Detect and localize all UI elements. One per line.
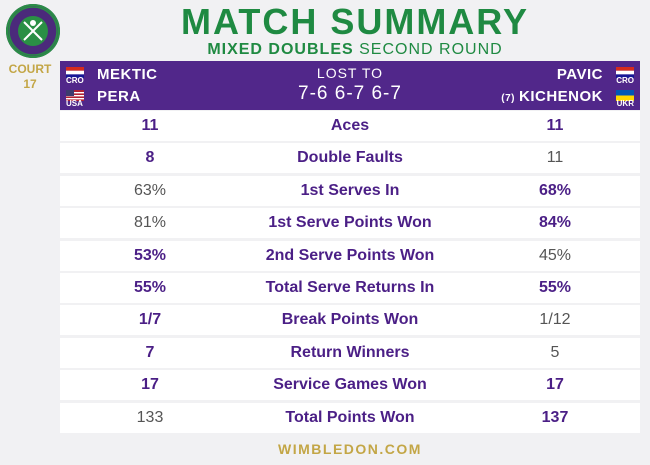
stat-left-value: 17 [141, 376, 159, 394]
stat-right-value: 55% [538, 278, 572, 296]
event-name: MIXED DOUBLES [207, 41, 354, 58]
stat-right-value: 11 [546, 117, 564, 134]
stat-row: 7 Return Winners 5 [60, 337, 640, 368]
page-title: MATCH SUMMARY [181, 1, 529, 42]
stat-left-value: 7 [145, 343, 155, 361]
stat-row: 1/7 Break Points Won 1/12 [60, 305, 640, 336]
right-player-1-country: CRO [616, 76, 634, 85]
stat-left-value: 81% [133, 214, 167, 232]
stat-row: 133 Total Points Won 137 [60, 402, 640, 433]
wimbledon-logo [6, 4, 60, 58]
court-number: 17 [23, 77, 37, 91]
left-player-1-name: MEKTIC [97, 66, 158, 83]
match-score: 7-6 6-7 6-7 [298, 83, 402, 104]
stat-left-value: 8 [145, 149, 155, 167]
stat-left-value: 1/7 [138, 311, 162, 329]
right-player-2: (7) KICHENOK [501, 88, 603, 105]
stat-row: 81% 1st Serve Points Won 84% [60, 208, 640, 239]
stat-right-value: 11 [546, 149, 564, 167]
right-player-2-seed: (7) [501, 93, 515, 104]
stat-label: Total Serve Returns In [265, 278, 435, 296]
match-header: CRO MEKTIC USA PERA LOST TO 7-6 6-7 6-7 … [60, 61, 640, 110]
right-player-2-country: UKR [616, 99, 634, 108]
stat-left-value: 53% [133, 246, 167, 264]
stat-label: Service Games Won [273, 376, 427, 394]
footer-website: WIMBLEDON.COM [278, 441, 422, 457]
stats-table: 11 Aces 11 8 Double Faults 11 63% 1st Serves In… [60, 111, 640, 435]
court-label: COURT 17 [0, 62, 60, 92]
stat-row: 8 Double Faults 11 [60, 143, 640, 174]
stat-right-value: 17 [546, 376, 564, 394]
ukraine-flag-icon [616, 88, 634, 101]
stat-right-value: 68% [538, 181, 572, 199]
croatia-flag-icon [66, 65, 84, 78]
stat-label: Return Winners [290, 343, 410, 361]
left-player-1-country: CRO [66, 76, 84, 85]
right-player-2-name: KICHENOK [518, 88, 603, 105]
stat-left-value: 63% [133, 181, 167, 199]
croatia-flag-icon [616, 65, 634, 78]
stat-row: 53% 2nd Serve Points Won 45% [60, 240, 640, 271]
court-label-text: COURT [8, 62, 52, 76]
match-result: LOST TO [316, 65, 384, 81]
round-name: SECOND ROUND [359, 41, 503, 58]
stat-left-value: 133 [136, 408, 164, 426]
stat-right-value: 137 [541, 408, 569, 426]
stat-label: 1st Serves In [300, 181, 400, 199]
stat-right-value: 84% [538, 214, 572, 232]
stat-label: 2nd Serve Points Won [265, 246, 435, 264]
stat-left-value: 55% [133, 278, 167, 296]
stat-row: 17 Service Games Won 17 [60, 370, 640, 401]
stat-right-value: 45% [538, 246, 572, 264]
stat-label: Total Points Won [285, 408, 415, 426]
usa-flag-icon [66, 88, 84, 101]
left-player-2-name: PERA [97, 88, 141, 105]
right-player-1-name: PAVIC [556, 66, 603, 83]
stat-left-value: 11 [141, 117, 159, 134]
stat-label: Aces [330, 117, 370, 134]
stat-label: 1st Serve Points Won [268, 214, 432, 232]
left-player-2-country: USA [66, 99, 83, 108]
stat-label: Break Points Won [281, 311, 419, 329]
stat-right-value: 1/12 [539, 311, 571, 329]
page-subtitle: MIXED DOUBLES SECOND ROUND [60, 40, 650, 60]
stat-row: 63% 1st Serves In 68% [60, 175, 640, 206]
stat-row: 55% Total Serve Returns In 55% [60, 272, 640, 303]
stat-row: 11 Aces 11 [60, 111, 640, 141]
stat-right-value: 5 [550, 343, 560, 361]
stat-label: Double Faults [297, 149, 403, 167]
